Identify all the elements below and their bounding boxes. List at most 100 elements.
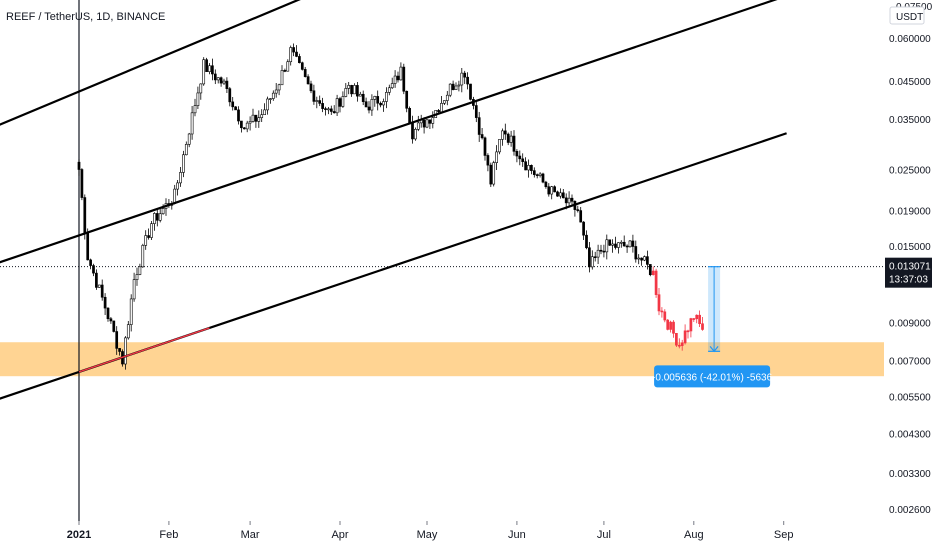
y-tick-label: 0.003300 xyxy=(889,469,931,480)
candle xyxy=(289,45,293,66)
candle-body xyxy=(489,164,493,185)
candle-body xyxy=(602,250,606,253)
y-tick-label: 0.005500 xyxy=(889,393,931,404)
candle xyxy=(390,77,394,90)
candle-body xyxy=(466,76,469,85)
candle-body xyxy=(350,85,353,95)
candle-body xyxy=(245,122,249,130)
candle-body xyxy=(309,83,313,92)
candle xyxy=(402,63,406,95)
candle-body xyxy=(683,330,687,344)
candle-body xyxy=(300,62,304,70)
candle xyxy=(541,172,545,184)
candle-body xyxy=(437,110,440,113)
candle-body xyxy=(86,232,90,261)
candle-body xyxy=(625,245,629,248)
candle xyxy=(463,70,467,84)
candle xyxy=(147,228,150,240)
candle-body xyxy=(211,65,214,75)
candle xyxy=(648,264,652,277)
candle-body xyxy=(614,243,617,248)
chart-title: REEF / TetherUS, 1D, BINANCE xyxy=(6,11,165,23)
candle-body xyxy=(611,243,614,246)
candle xyxy=(483,136,487,161)
candle-body xyxy=(686,330,690,333)
candle-body xyxy=(567,197,571,204)
candle xyxy=(205,57,208,73)
candle-body xyxy=(660,310,664,313)
candle-body xyxy=(158,213,162,221)
candle xyxy=(155,208,159,227)
candle xyxy=(274,83,278,98)
candle xyxy=(158,208,162,223)
y-tick-label: 0.060000 xyxy=(889,34,931,45)
candle xyxy=(683,324,687,345)
y-tick-label: 0.045000 xyxy=(889,77,931,88)
candle-body xyxy=(570,197,574,202)
candle-body xyxy=(289,47,293,63)
candle-body xyxy=(277,84,281,91)
candle-body xyxy=(628,240,632,248)
candle-body xyxy=(283,70,287,72)
candle xyxy=(358,91,362,97)
candle xyxy=(77,159,81,176)
channel-lines-layer xyxy=(0,0,787,400)
candle xyxy=(582,221,585,241)
candle-body xyxy=(234,106,237,111)
candle xyxy=(599,244,603,255)
candle xyxy=(135,267,139,286)
candle-body xyxy=(582,221,585,236)
candle xyxy=(416,115,420,132)
candle xyxy=(129,294,133,332)
candle-body xyxy=(596,249,600,258)
candle xyxy=(399,62,403,81)
candle-body xyxy=(451,83,455,90)
candle-body xyxy=(559,192,562,197)
candle xyxy=(141,243,145,268)
candle xyxy=(332,105,336,114)
candle xyxy=(225,77,229,93)
candle-body xyxy=(440,102,443,113)
candle-body xyxy=(155,213,159,221)
candle-body xyxy=(344,88,348,97)
candle-body xyxy=(385,92,388,102)
candle-body xyxy=(251,114,255,122)
candle-body xyxy=(237,109,240,122)
candle xyxy=(112,320,116,333)
candle-body xyxy=(675,332,678,346)
candle-body xyxy=(150,223,153,238)
candle-body xyxy=(541,173,545,183)
y-tick-label: 0.035000 xyxy=(889,115,931,126)
candle xyxy=(425,119,429,129)
candle xyxy=(196,86,200,110)
x-tick-label: Jul xyxy=(597,529,611,541)
candle xyxy=(219,76,223,87)
candle-body xyxy=(576,209,580,211)
candle-body xyxy=(112,320,116,332)
candle xyxy=(92,263,95,277)
candle xyxy=(675,332,678,347)
candle xyxy=(590,250,594,270)
candle-body xyxy=(590,256,594,268)
candle xyxy=(312,84,316,105)
currency-badge[interactable] xyxy=(889,6,925,25)
candle xyxy=(576,205,580,213)
candle-body xyxy=(512,135,516,152)
candle-body xyxy=(425,119,429,128)
candle-body xyxy=(292,47,295,53)
candle xyxy=(237,106,240,125)
candle-body xyxy=(701,323,704,330)
candle-body xyxy=(689,318,693,332)
candle xyxy=(277,83,281,96)
candle xyxy=(150,221,153,240)
y-tick-label: 0.009000 xyxy=(889,319,931,330)
candle-body xyxy=(617,242,620,248)
candle-body xyxy=(477,117,481,135)
candle-body xyxy=(144,235,148,246)
candle xyxy=(138,263,142,276)
candle-body xyxy=(495,151,498,163)
candle xyxy=(353,83,356,95)
candle xyxy=(698,310,701,327)
y-tick-label: 0.007000 xyxy=(889,356,931,367)
